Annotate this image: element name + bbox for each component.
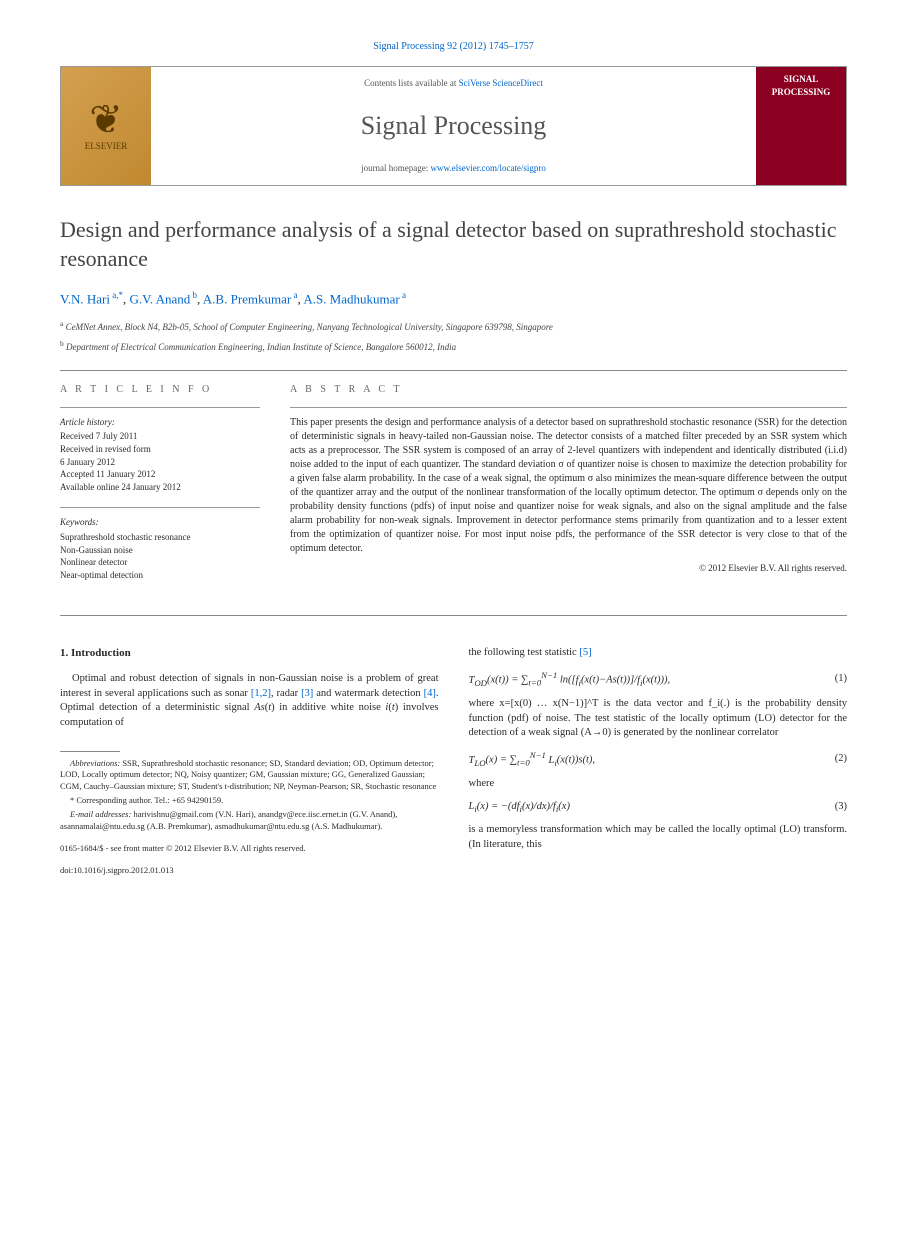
sciencedirect-link[interactable]: SciVerse ScienceDirect <box>459 78 543 88</box>
article-history: Article history: Received 7 July 2011 Re… <box>60 416 260 494</box>
journal-reference: Signal Processing 92 (2012) 1745–1757 <box>60 40 847 54</box>
elsevier-tree-icon: ❦ <box>89 100 123 140</box>
homepage-prefix: journal homepage: <box>361 163 430 173</box>
author-list: V.N. Hari a,*, G.V. Anand b, A.B. Premku… <box>60 289 847 309</box>
doi-line: doi:10.1016/j.sigpro.2012.01.013 <box>60 865 439 877</box>
keyword: Non-Gaussian noise <box>60 544 260 557</box>
section-1-heading: 1. Introduction <box>60 646 439 661</box>
footnotes-block: Abbreviations: SSR, Suprathreshold stoch… <box>60 758 439 833</box>
history-line: Received 7 July 2011 <box>60 430 260 443</box>
intro-paragraph-1: Optimal and robust detection of signals … <box>60 672 439 731</box>
author-madhukumar[interactable]: A.S. Madhukumar <box>303 292 399 307</box>
equation-3: Li(x) = −(dfi(x)/dx)/fi(x) (3) <box>469 800 848 815</box>
history-line: Accepted 11 January 2012 <box>60 468 260 481</box>
author-anand[interactable]: G.V. Anand <box>129 292 190 307</box>
author-premkumar[interactable]: A.B. Premkumar <box>203 292 291 307</box>
para-after-eq1: where x=[x(0) … x(N−1)]^T is the data ve… <box>469 697 848 741</box>
column-left: 1. Introduction Optimal and robust detec… <box>60 646 439 876</box>
elsevier-label: ELSEVIER <box>85 140 128 153</box>
contents-prefix: Contents lists available at <box>364 78 458 88</box>
where-label: where <box>469 777 848 792</box>
journal-header-box: ❦ ELSEVIER Contents lists available at S… <box>60 66 847 186</box>
keyword: Near-optimal detection <box>60 569 260 582</box>
footnote-divider <box>60 751 120 752</box>
abstract-text: This paper presents the design and perfo… <box>290 416 847 556</box>
eq1-number: (1) <box>835 672 847 687</box>
body-columns: 1. Introduction Optimal and robust detec… <box>60 646 847 876</box>
keyword: Nonlinear detector <box>60 556 260 569</box>
journal-name: Signal Processing <box>171 108 736 144</box>
cite-4[interactable]: [4] <box>424 688 436 699</box>
abstract-block: A B S T R A C T This paper presents the … <box>290 383 847 596</box>
history-line: 6 January 2012 <box>60 456 260 469</box>
column-right: the following test statistic [5] TOD(x(t… <box>469 646 848 876</box>
history-line: Available online 24 January 2012 <box>60 481 260 494</box>
divider-top <box>60 370 847 371</box>
article-info-block: A R T I C L E I N F O Article history: R… <box>60 383 260 596</box>
header-center: Contents lists available at SciVerse Sci… <box>151 67 756 185</box>
equation-1: TOD(x(t)) = ∑t=0N−1 ln([fi(x(t)−As(t))]/… <box>469 669 848 689</box>
journal-cover-thumbnail: SIGNAL PROCESSING <box>756 67 846 185</box>
eq1-formula: TOD(x(t)) = ∑t=0N−1 ln([fi(x(t)−As(t))]/… <box>469 669 671 689</box>
history-line: Received in revised form <box>60 443 260 456</box>
abstract-divider <box>290 407 847 408</box>
affiliation-b: b Department of Electrical Communication… <box>60 339 847 354</box>
keywords-label: Keywords: <box>60 516 260 529</box>
eq3-formula: Li(x) = −(dfi(x)/dx)/fi(x) <box>469 800 570 815</box>
eq3-number: (3) <box>835 800 847 815</box>
affiliation-a: a CeMNet Annex, Block N4, B2b-05, School… <box>60 319 847 334</box>
contents-available-line: Contents lists available at SciVerse Sci… <box>171 77 736 90</box>
divider-bottom <box>60 615 847 616</box>
keywords-block: Keywords: Suprathreshold stochastic reso… <box>60 516 260 581</box>
emails-footnote: E-mail addresses: harivishnu@gmail.com (… <box>60 809 439 833</box>
eq2-formula: TLO(x) = ∑t=0N−1 Li(x(t))s(t), <box>469 749 596 769</box>
homepage-line: journal homepage: www.elsevier.com/locat… <box>171 162 736 175</box>
article-title: Design and performance analysis of a sig… <box>60 216 847 273</box>
homepage-link[interactable]: www.elsevier.com/locate/sigpro <box>431 163 546 173</box>
history-label: Article history: <box>60 416 260 429</box>
keyword: Suprathreshold stochastic resonance <box>60 531 260 544</box>
cite-5[interactable]: [5] <box>579 647 591 658</box>
cite-1-2[interactable]: [1,2] <box>251 688 271 699</box>
abbreviations-footnote: Abbreviations: SSR, Suprathreshold stoch… <box>60 758 439 794</box>
cite-3[interactable]: [3] <box>301 688 313 699</box>
abstract-heading: A B S T R A C T <box>290 383 847 397</box>
elsevier-logo: ❦ ELSEVIER <box>61 67 151 185</box>
front-matter-line: 0165-1684/$ - see front matter © 2012 El… <box>60 843 439 855</box>
info-abstract-row: A R T I C L E I N F O Article history: R… <box>60 383 847 596</box>
article-info-heading: A R T I C L E I N F O <box>60 383 260 397</box>
equation-2: TLO(x) = ∑t=0N−1 Li(x(t))s(t), (2) <box>469 749 848 769</box>
cover-title: SIGNAL PROCESSING <box>762 73 840 98</box>
eq2-number: (2) <box>835 752 847 767</box>
col2-lead: the following test statistic [5] <box>469 646 848 661</box>
info-divider-1 <box>60 407 260 408</box>
info-divider-2 <box>60 507 260 508</box>
abstract-copyright: © 2012 Elsevier B.V. All rights reserved… <box>290 562 847 575</box>
para-after-eq3: is a memoryless transformation which may… <box>469 823 848 852</box>
corresponding-author-footnote: * Corresponding author. Tel.: +65 942901… <box>60 795 439 807</box>
author-hari[interactable]: V.N. Hari <box>60 292 110 307</box>
